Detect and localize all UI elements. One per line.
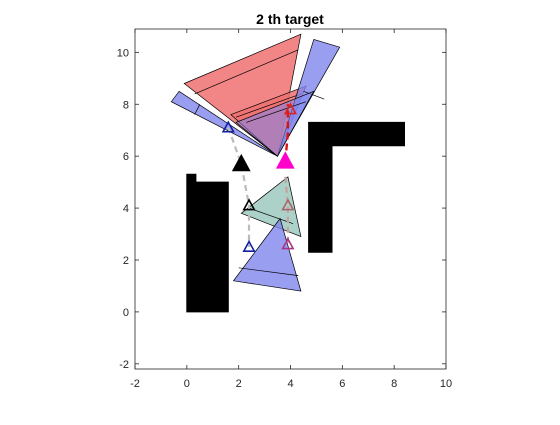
cone-red-lower-arc	[235, 93, 302, 118]
plot-shapes	[170, 33, 405, 313]
obstacle-left-wall	[186, 173, 229, 313]
obstacle-right-L-vertical	[308, 121, 333, 253]
obstacle-right-L-horizontal	[331, 121, 405, 147]
marker-robot-start	[231, 153, 251, 172]
marker-waypoint-5	[281, 237, 295, 250]
cone-blue-bottom-arc	[238, 267, 299, 276]
y-tick-label: 10	[117, 47, 129, 59]
y-tick-label: 4	[123, 203, 129, 215]
x-tick-label: 4	[287, 378, 293, 390]
cone-blue-upper-right-arc	[303, 90, 325, 100]
marker-waypoint-3	[242, 239, 256, 252]
marker-waypoint-1	[221, 120, 235, 133]
y-tick-label: 2	[123, 255, 129, 267]
marker-waypoint-6	[283, 102, 298, 115]
marker-target-point	[275, 151, 295, 169]
cone-blue-red-overlap	[235, 90, 315, 157]
x-tick-label: 8	[391, 378, 397, 390]
trajectory-grey	[227, 127, 251, 247]
plot-markers	[221, 102, 298, 252]
cone-teal-middle-arc	[248, 207, 294, 225]
y-tick-label: 6	[123, 151, 129, 163]
x-tick-label: 0	[184, 378, 190, 390]
x-tick-label: 6	[339, 378, 345, 390]
y-tick-label: -2	[119, 359, 129, 371]
x-tick-label: 10	[440, 378, 452, 390]
y-tick-label: 0	[123, 307, 129, 319]
y-tick-label: 8	[123, 99, 129, 111]
cone-blue-bottom	[232, 217, 302, 292]
cone-blue-left-arm-arc	[194, 104, 201, 115]
cone-red-upper-arc	[194, 49, 299, 95]
chart-title: 2 th target	[256, 11, 324, 27]
x-tick-label: -2	[130, 378, 140, 390]
x-tick-label: 2	[236, 378, 242, 390]
cone-blue-red-overlap-arc	[246, 101, 307, 123]
axes: -2 0 2 4 6 8 10 -2 0 2 4 6 8 10	[117, 28, 452, 390]
marker-waypoint-4	[281, 198, 295, 211]
marker-waypoint-2	[242, 198, 256, 211]
trajectory-grey-right	[284, 176, 289, 245]
